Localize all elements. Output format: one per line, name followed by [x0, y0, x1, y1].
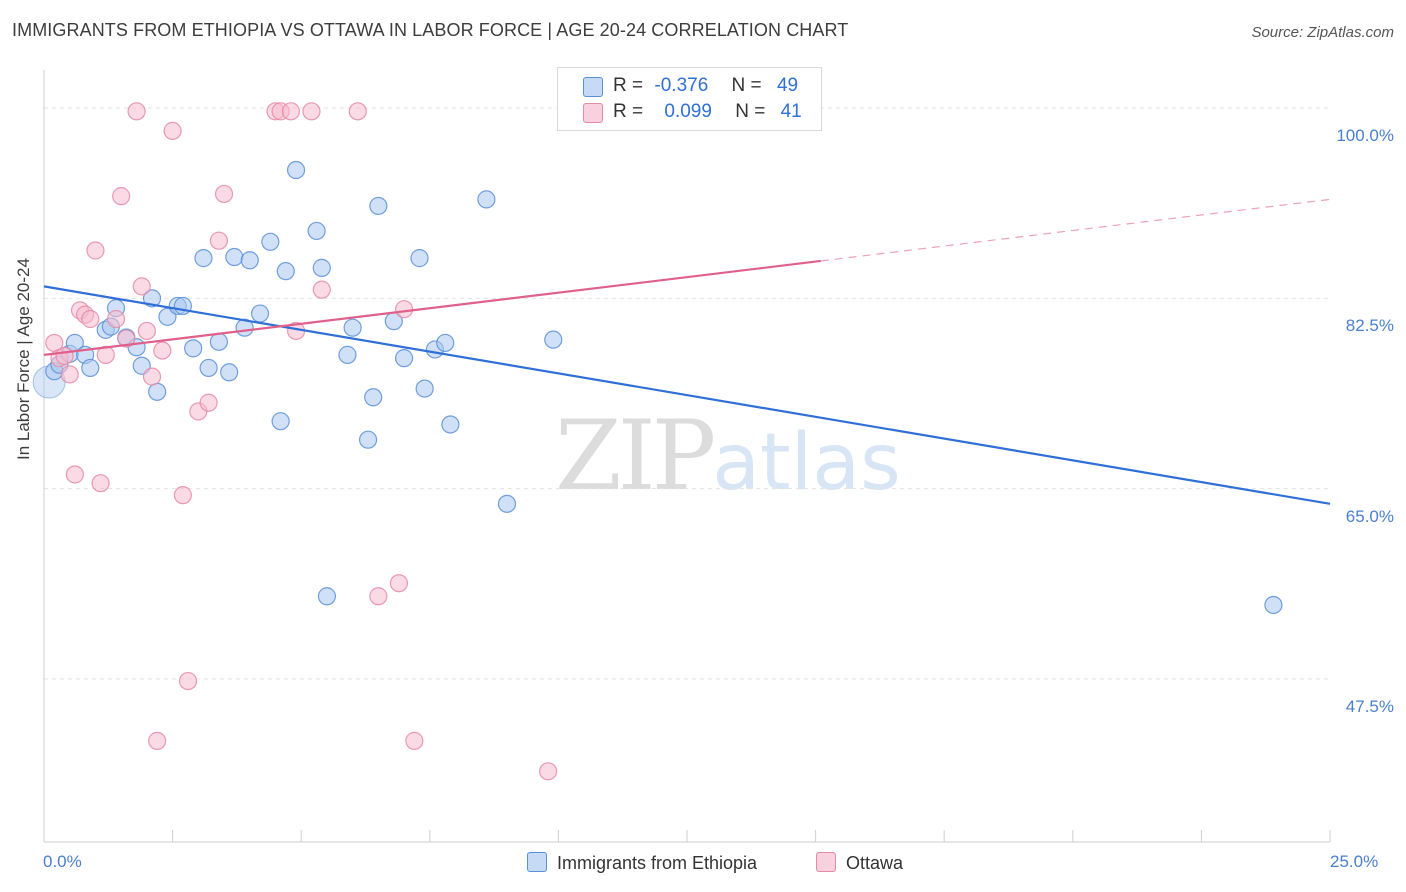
point-ottawa-7 — [81, 309, 100, 329]
point-ethiopia-12 — [142, 289, 162, 308]
point-ethiopia-22 — [225, 247, 244, 267]
bottom-legend-label-ethiopia: Immigrants from Ethiopia — [557, 853, 758, 873]
legend-swatch-ethiopia — [583, 77, 603, 97]
point-ethiopia-19 — [199, 358, 218, 378]
point-ethiopia-24 — [240, 251, 259, 270]
point-ottawa-35 — [394, 300, 414, 319]
point-ottawa-25 — [214, 184, 234, 204]
point-ethiopia-46 — [497, 494, 517, 513]
point-ethiopia-39 — [394, 349, 414, 368]
watermark: ZIPatlas — [555, 400, 901, 512]
point-ethiopia-18 — [194, 249, 213, 268]
trend-line-ottawa — [43, 259, 821, 356]
point-ethiopia-48 — [1264, 595, 1283, 615]
point-ottawa-21 — [178, 671, 198, 691]
point-ethiopia-40 — [410, 249, 429, 268]
legend-n-value: 49 — [776, 75, 799, 96]
point-ottawa-34 — [389, 574, 409, 593]
y-axis-label: In Labor Force | Age 20-24 — [14, 258, 33, 460]
point-ethiopia-36 — [364, 388, 383, 407]
point-ottawa-20 — [173, 486, 192, 505]
point-ottawa-31 — [312, 280, 331, 299]
point-ethiopia-27 — [271, 412, 290, 431]
y-tick-label-2: 65.0% — [1345, 506, 1394, 526]
point-ottawa-32 — [348, 102, 367, 121]
point-ottawa-15 — [132, 277, 151, 296]
source-label: Source: ZipAtlas.com — [1251, 24, 1394, 41]
trend-line-dashed-ottawa — [820, 198, 1331, 262]
point-ethiopia-5 — [81, 358, 100, 378]
point-ottawa-12 — [112, 187, 131, 206]
bottom-legend-swatch-ottawa — [816, 852, 836, 872]
point-ethiopia-44 — [441, 415, 460, 434]
point-ottawa-16 — [137, 321, 156, 341]
point-ethiopia-21 — [220, 363, 239, 382]
point-ottawa-11 — [106, 309, 126, 329]
chart-title: IMMIGRANTS FROM ETHIOPIA VS OTTAWA IN LA… — [12, 20, 849, 40]
point-ethiopia-32 — [317, 587, 337, 606]
point-ottawa-14 — [127, 102, 146, 121]
point-ottawa-37 — [539, 762, 558, 781]
point-ethiopia-41 — [415, 379, 434, 398]
point-ethiopia-47 — [544, 330, 563, 349]
point-ottawa-4 — [65, 465, 84, 484]
legend-r-label: R = — [613, 101, 644, 122]
watermark-atlas: atlas — [712, 418, 901, 508]
bottom-legend-swatch-ethiopia — [527, 852, 547, 872]
y-tick-label-1: 82.5% — [1345, 316, 1394, 336]
point-ethiopia-17 — [184, 339, 203, 358]
point-ethiopia-13 — [148, 382, 167, 401]
legend-swatch-ottawa — [583, 103, 603, 123]
point-ethiopia-25 — [250, 304, 270, 323]
point-ethiopia-31 — [312, 258, 331, 277]
correlation-legend: R = -0.376 N = 49 R = 0.099 N = 41 — [557, 67, 822, 131]
legend-r-value: 0.099 — [664, 101, 712, 122]
trend-line-ethiopia — [43, 285, 1331, 505]
point-ottawa-28 — [281, 102, 301, 121]
y-tick-label-0: 100.0% — [1336, 126, 1394, 146]
point-ottawa-36 — [405, 731, 424, 750]
bottom-legend-label-ottawa: Ottawa — [846, 853, 904, 873]
legend-n-label: N = — [731, 75, 762, 96]
point-ethiopia-30 — [307, 221, 326, 241]
point-ethiopia-34 — [343, 318, 362, 337]
point-ethiopia-45 — [477, 190, 496, 209]
point-ottawa-40 — [148, 731, 167, 750]
point-ottawa-3 — [60, 365, 79, 384]
point-ottawa-18 — [153, 341, 172, 360]
legend-n-label: N = — [735, 101, 766, 122]
watermark-zip: ZIP — [555, 400, 716, 512]
bottom-legend-ottawa: Ottawa — [816, 852, 903, 874]
point-ethiopia-26 — [261, 232, 280, 251]
point-ottawa-17 — [142, 367, 162, 386]
point-ethiopia-37 — [369, 196, 388, 216]
legend-r-value: -0.376 — [654, 75, 709, 96]
x-tick-label-max: 25.0% — [1330, 852, 1379, 871]
point-ottawa-8 — [86, 241, 105, 260]
bottom-legend-ethiopia: Immigrants from Ethiopia — [527, 852, 757, 874]
point-ottawa-23 — [199, 393, 218, 412]
point-ottawa-30 — [302, 102, 321, 121]
point-ottawa-9 — [91, 474, 110, 493]
y-tick-label-3: 47.5% — [1345, 696, 1394, 716]
point-ethiopia-33 — [338, 345, 357, 364]
point-ottawa-13 — [117, 329, 136, 348]
point-ethiopia-28 — [276, 262, 295, 281]
point-ottawa-19 — [163, 121, 182, 140]
x-tick-label-min: 0.0% — [43, 852, 82, 871]
legend-n-value: 41 — [780, 101, 802, 122]
point-ottawa-2 — [55, 346, 74, 366]
point-ottawa-24 — [209, 231, 228, 250]
point-ethiopia-20 — [209, 332, 228, 351]
point-ottawa-33 — [369, 587, 388, 606]
point-ethiopia-29 — [286, 160, 306, 180]
legend-r-label: R = — [613, 75, 644, 96]
point-ethiopia-43 — [436, 333, 455, 353]
point-ethiopia-35 — [358, 430, 378, 449]
